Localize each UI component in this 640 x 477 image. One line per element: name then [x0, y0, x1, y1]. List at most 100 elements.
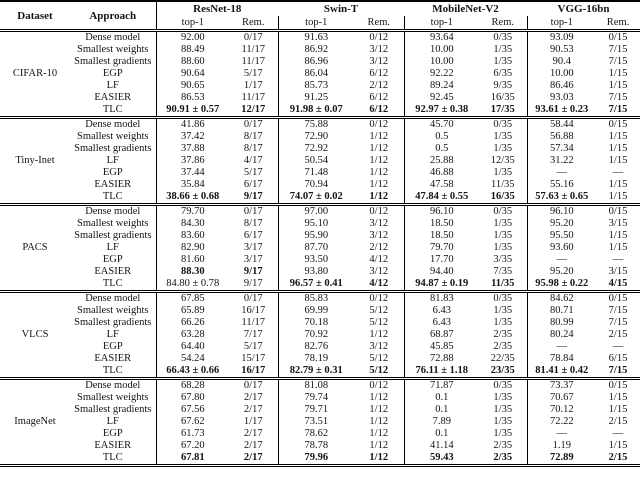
top1-value: 54.24: [180, 353, 205, 364]
rem-value: 4/12: [354, 254, 405, 266]
rem-value: 1/35: [479, 218, 528, 230]
header-dataset: Dataset: [0, 1, 70, 32]
top1-value: 93.09: [549, 32, 574, 43]
top1-value: 81.83: [429, 293, 454, 304]
table-row: Smallest gradients 37.88 8/17 72.92 1/12 0.5 1…: [0, 143, 640, 155]
approach-label: Dense model: [70, 117, 157, 131]
table-row: ImageNet Dense model 68.28 0/17 81.08 0/12 71.…: [0, 378, 640, 467]
subheader-top1: top-1: [156, 16, 229, 32]
top1-value: 93.60: [549, 242, 574, 253]
table-row: EASIER 54.24 15/17 78.19 5/12 72.88 22/35 78.84…: [0, 353, 640, 365]
table-row: TLC 90.91 ± 0.57 12/17 91.98 ± 0.07 6/12 92.9…: [0, 104, 640, 119]
top1-value: 1.19: [552, 440, 571, 451]
top1-value: 82.79 ± 0.31: [278, 365, 355, 380]
top1-value: 0.1: [435, 428, 449, 439]
top1-value: 58.44: [549, 119, 574, 130]
rem-value: 0/15: [608, 32, 628, 43]
table-row: LF 82.90 3/17 87.70 2/12 79.70 1/35 93.60 1/15: [0, 242, 640, 254]
rem-value: 0/12: [354, 378, 405, 392]
top1-value: 73.37: [549, 380, 574, 391]
top1-value: 72.90: [304, 131, 329, 142]
approach-label: Dense model: [70, 378, 157, 392]
top1-value: 70.94: [304, 179, 329, 190]
rem-value: 0/17: [229, 291, 279, 305]
top1-value: 67.20: [180, 440, 205, 451]
rem-value: 16/35: [479, 191, 528, 206]
top1-value: 80.71: [549, 305, 574, 316]
top1-value: 90.65: [180, 80, 205, 91]
rem-value: 6/35: [479, 68, 528, 80]
rem-value: 5/17: [229, 167, 279, 179]
top1-value: 72.89: [527, 452, 597, 467]
rem-value: 1/15: [608, 242, 628, 253]
table-row: Smallest weights 65.89 16/17 69.99 5/12 6.43 1…: [0, 305, 640, 317]
table-row: LF 63.28 7/17 70.92 1/12 68.87 2/35 80.24 2/15: [0, 329, 640, 341]
approach-label: Dense model: [70, 204, 157, 218]
top1-value: 93.50: [304, 254, 329, 265]
rem-value: 1/12: [354, 191, 405, 206]
top1-value: 10.00: [549, 68, 574, 79]
rem-value: 0/35: [479, 291, 528, 305]
top1-value: 79.71: [304, 404, 329, 415]
rem-value: 2/12: [354, 242, 405, 254]
table-row: EGP 81.60 3/17 93.50 4/12 17.70 3/35 — —: [0, 254, 640, 266]
table-row: EASIER 67.20 2/17 78.78 1/12 41.14 2/35 1.19 1/1…: [0, 440, 640, 452]
top1-value: 94.40: [429, 266, 454, 277]
top1-value: 25.88: [429, 155, 454, 166]
table-row: LF 90.65 1/17 85.73 2/12 89.24 9/35 86.46 1/15: [0, 80, 640, 92]
rem-value: 7/35: [479, 266, 528, 278]
subheader-rem: Rem.: [229, 16, 279, 32]
rem-value: 1/35: [479, 56, 528, 68]
top1-value: 70.12: [549, 404, 574, 415]
rem-value: 5/12: [354, 305, 405, 317]
top1-value: 93.80: [304, 266, 329, 277]
rem-value: 1/15: [608, 131, 628, 142]
approach-label: TLC: [70, 365, 157, 380]
top1-value: 95.90: [304, 230, 329, 241]
rem-value: 0/17: [229, 30, 279, 44]
table-row: Smallest gradients 67.56 2/17 79.71 1/12 0.1 1…: [0, 404, 640, 416]
rem-value: 1/12: [354, 143, 405, 155]
top1-value: 31.22: [549, 155, 574, 166]
rem-value: 7/17: [229, 329, 279, 341]
rem-value: 2/15: [608, 416, 628, 427]
table-row: LF 37.86 4/17 50.54 1/12 25.88 12/35 31.22 1/15: [0, 155, 640, 167]
rem-value: 1/15: [608, 80, 628, 91]
top1-value: 97.00: [304, 206, 329, 217]
rem-value: 1/12: [354, 131, 405, 143]
rem-value: 1/12: [354, 404, 405, 416]
top1-value: 67.80: [180, 392, 205, 403]
approach-label: Smallest weights: [70, 131, 157, 143]
top1-value: 10.00: [429, 44, 454, 55]
rem-value: 0/12: [354, 117, 405, 131]
top1-value: 83.60: [180, 230, 205, 241]
rem-value: 1/15: [608, 143, 628, 154]
rem-value: 0/17: [229, 204, 279, 218]
approach-label: LF: [70, 416, 157, 428]
top1-value: 73.51: [304, 416, 329, 427]
approach-label: EGP: [70, 167, 157, 179]
rem-value: 0/15: [608, 119, 628, 130]
rem-value: 0/35: [479, 204, 528, 218]
approach-label: Smallest weights: [70, 218, 157, 230]
top1-value: 91.25: [304, 92, 329, 103]
top1-value: 66.43 ± 0.66: [156, 365, 229, 380]
rem-value: 3/12: [354, 56, 405, 68]
table-row: CIFAR-10 Dense model 92.00 0/17 91.63 0/12 93.…: [0, 30, 640, 119]
rem-value: 1/15: [596, 191, 640, 206]
rem-value: 1/12: [354, 167, 405, 179]
rem-value: 3/15: [608, 218, 628, 229]
top1-value: 7.89: [432, 416, 451, 427]
approach-label: LF: [70, 155, 157, 167]
rem-value: 9/17: [229, 278, 279, 293]
rem-value: —: [612, 341, 624, 352]
table-row: EASIER 86.53 11/17 91.25 6/12 92.45 16/35 93.03…: [0, 92, 640, 104]
rem-value: 5/12: [354, 365, 405, 380]
top1-value: 95.20: [549, 218, 574, 229]
table-row: TLC 67.81 2/17 79.96 1/12 59.43 2/35 72.89 2/15: [0, 452, 640, 467]
rem-value: 23/35: [479, 365, 528, 380]
approach-label: Smallest weights: [70, 392, 157, 404]
rem-value: 9/35: [479, 80, 528, 92]
top1-value: 91.63: [304, 32, 329, 43]
header-group-row: Dataset Approach ResNet-18 Swin-T Mobile…: [0, 1, 640, 32]
